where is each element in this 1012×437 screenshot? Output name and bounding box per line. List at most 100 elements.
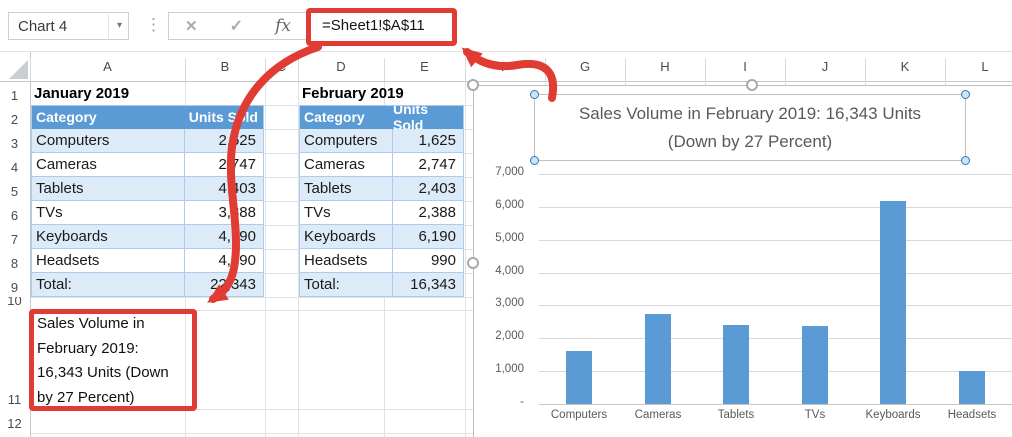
name-box-dropdown-icon[interactable]: ▾ (107, 14, 122, 38)
table-row[interactable]: Keyboards 6,190 (299, 225, 464, 249)
column-header-J[interactable]: J (821, 59, 829, 74)
table-header-category[interactable]: Category (31, 105, 185, 129)
cell-category[interactable]: Total: (31, 273, 185, 296)
table-row[interactable]: Computers 1,625 (299, 129, 464, 153)
row-header-10[interactable]: 10 (7, 297, 22, 308)
column-header-A[interactable]: A (103, 59, 112, 74)
cell-a11-text[interactable]: February 2019: (37, 339, 139, 357)
table-row[interactable]: Tablets 4,403 (31, 177, 264, 201)
table-row[interactable]: TVs 3,388 (31, 201, 264, 225)
table-row[interactable]: Total: 22,343 (31, 273, 264, 297)
cancel-icon[interactable]: ✕ (185, 18, 198, 35)
cell-units-sold[interactable]: 2,747 (218, 156, 256, 173)
cell-units-sold[interactable]: 1,625 (418, 132, 456, 149)
row-header-3[interactable]: 3 (10, 136, 19, 151)
column-header-E[interactable]: E (420, 59, 429, 74)
drag-handle-icon[interactable]: ⋮ (145, 15, 162, 34)
cell-units-sold[interactable]: 3,388 (218, 204, 256, 221)
table-row[interactable]: TVs 2,388 (299, 201, 464, 225)
enter-icon[interactable]: ✓ (229, 18, 244, 35)
y-axis-tick-label: 6,000 (495, 199, 524, 211)
select-all-corner[interactable] (9, 60, 28, 79)
cell-category[interactable]: Headsets (31, 249, 185, 272)
cell-category[interactable]: Keyboards (299, 225, 393, 248)
table-row[interactable]: Tablets 2,403 (299, 177, 464, 201)
column-header-I[interactable]: I (743, 59, 747, 74)
table-row[interactable]: Computers 2,625 (31, 129, 264, 153)
row-header-1[interactable]: 1 (10, 88, 19, 103)
chart-title-box[interactable]: Sales Volume in February 2019: 16,343 Un… (530, 90, 970, 165)
name-box[interactable]: Chart 4 ▾ (8, 12, 129, 40)
cell-units-sold[interactable]: 2,625 (218, 132, 256, 149)
cell-units-sold[interactable]: 4,990 (218, 252, 256, 269)
column-header-L[interactable]: L (981, 59, 989, 74)
table-row[interactable]: Cameras 2,747 (31, 153, 264, 177)
bar-keyboards[interactable] (880, 201, 906, 404)
cell-category[interactable]: Computers (31, 129, 185, 152)
cell-units-sold[interactable]: 2,388 (418, 204, 456, 221)
cell-units-sold[interactable]: 4,403 (218, 180, 256, 197)
title-resize-handle[interactable] (961, 156, 970, 165)
column-header-F[interactable]: F (501, 59, 509, 74)
table-row[interactable]: Cameras 2,747 (299, 153, 464, 177)
cell-category[interactable]: Headsets (299, 249, 393, 272)
title-resize-handle[interactable] (961, 90, 970, 99)
insert-function-icon[interactable]: fx (275, 16, 291, 36)
row-header-6[interactable]: 6 (10, 208, 19, 223)
row-header-11[interactable]: 11 (7, 392, 22, 407)
cell-category[interactable]: Computers (299, 129, 393, 152)
table-header-category[interactable]: Category (299, 105, 393, 129)
bar-computers[interactable] (566, 351, 592, 404)
table-row[interactable]: Keyboards 4,190 (31, 225, 264, 249)
cell-units-sold[interactable]: 990 (430, 252, 456, 269)
cell-units-sold[interactable]: 2,747 (418, 156, 456, 173)
bar-cameras[interactable] (645, 314, 671, 404)
cell-units-sold[interactable]: 22,343 (210, 276, 256, 293)
cell-units-sold[interactable]: 2,403 (418, 180, 456, 197)
row-header-12[interactable]: 12 (7, 416, 22, 431)
column-header-D[interactable]: D (336, 59, 346, 74)
table-header-units[interactable]: Units Sold (393, 101, 464, 133)
table-header-units[interactable]: Units Sold (185, 105, 264, 129)
column-header-divider (384, 58, 385, 81)
column-header-G[interactable]: G (579, 59, 591, 74)
title-resize-handle[interactable] (530, 156, 539, 165)
cell-category[interactable]: Tablets (299, 177, 393, 200)
cell-category[interactable]: Cameras (299, 153, 393, 176)
column-header-K[interactable]: K (900, 59, 910, 74)
column-header-B[interactable]: B (220, 59, 230, 74)
cell-category[interactable]: Tablets (31, 177, 185, 200)
cell-category[interactable]: Cameras (31, 153, 185, 176)
row-header-8[interactable]: 8 (10, 256, 19, 271)
column-header-H[interactable]: H (660, 59, 670, 74)
cell-category[interactable]: Keyboards (31, 225, 185, 248)
cell-units-sold[interactable]: 6,190 (418, 228, 456, 245)
column-header-C[interactable]: C (276, 59, 287, 74)
cell-units-sold[interactable]: 16,343 (410, 276, 456, 293)
table-row[interactable]: Headsets 990 (299, 249, 464, 273)
row-header-4[interactable]: 4 (10, 160, 19, 175)
chart-resize-handle[interactable] (467, 257, 479, 269)
row-header-5[interactable]: 5 (10, 184, 19, 199)
cell-category[interactable]: TVs (31, 201, 185, 224)
row-header-7[interactable]: 7 (10, 232, 19, 247)
bar-tvs[interactable] (802, 326, 828, 404)
row-header-2[interactable]: 2 (10, 112, 19, 127)
cell-a11-text[interactable]: by 27 Percent) (37, 388, 135, 406)
cell-category[interactable]: TVs (299, 201, 393, 224)
column-header-border (0, 81, 1012, 82)
chart-object[interactable]: Sales Volume in February 2019: 16,343 Un… (467, 79, 1012, 437)
table-row[interactable]: Total: 16,343 (299, 273, 464, 297)
row-header-9[interactable]: 9 (10, 280, 19, 295)
cell-category[interactable]: Total: (299, 273, 393, 296)
cell-units-sold[interactable]: 4,190 (218, 228, 256, 245)
chart-resize-handle[interactable] (746, 79, 758, 91)
bar-headsets[interactable] (959, 371, 985, 404)
title-resize-handle[interactable] (530, 90, 539, 99)
table-row[interactable]: Headsets 4,990 (31, 249, 264, 273)
cell-a11-text[interactable]: Sales Volume in (37, 315, 145, 332)
formula-bar[interactable]: =Sheet1!$A$11 (322, 17, 425, 34)
chart-resize-handle[interactable] (467, 79, 479, 91)
bar-tablets[interactable] (723, 325, 749, 404)
cell-a11-text[interactable]: 16,343 Units (Down (37, 364, 169, 381)
